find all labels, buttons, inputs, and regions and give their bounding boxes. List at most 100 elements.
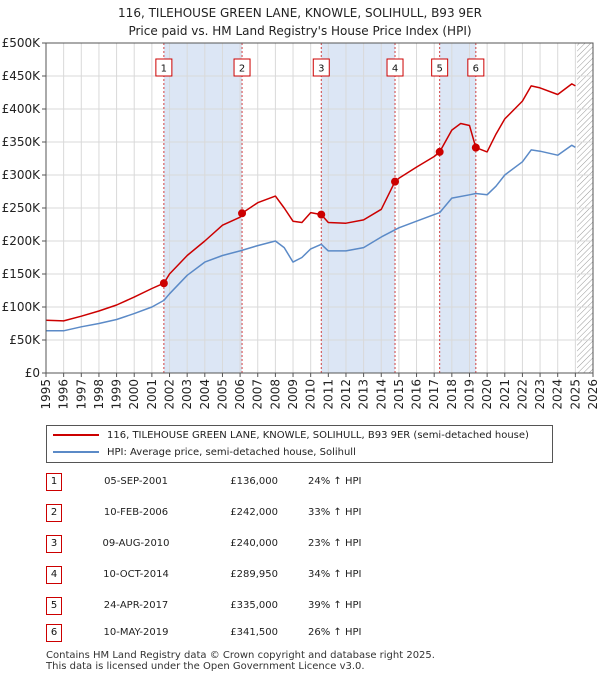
footer-copyright: Contains HM Land Registry data © Crown c… [46, 650, 435, 661]
x-tick-label: 2002 [163, 379, 177, 410]
sale-point [391, 177, 400, 186]
sale-date: 10-MAY-2019 [103, 627, 169, 638]
sale-hpi-diff: 34% ↑ HPI [308, 569, 362, 580]
sale-number-box [155, 58, 173, 77]
sale-date: 24-APR-2017 [103, 600, 169, 611]
sale-hpi-diff: 33% ↑ HPI [308, 507, 362, 518]
x-tick-label: 2008 [268, 379, 282, 410]
x-tick-label: 2017 [427, 379, 441, 410]
x-tick-label: 2012 [339, 379, 353, 410]
legend-hpi-label: HPI: Average price, semi-detached house,… [107, 447, 356, 458]
x-tick-label: 2011 [321, 379, 335, 410]
sale-number-box [467, 58, 485, 77]
hpi-line [46, 144, 576, 332]
sale-date: 09-AUG-2010 [102, 538, 170, 549]
x-tick-label: 2006 [233, 379, 247, 410]
sale-badge: 2 [46, 504, 62, 522]
sale-point [471, 143, 480, 152]
sale-price: £335,000 [230, 600, 278, 611]
sale-row-2: 2 10-FEB-2006 £242,000 33% ↑ HPI [46, 504, 446, 522]
title-line-2: Price paid vs. HM Land Registry's House … [128, 24, 472, 38]
sale-number-box [233, 58, 251, 77]
y-tick-label: £250K [2, 201, 42, 215]
x-tick-label: 2020 [480, 379, 494, 410]
price-chart: 1 2 3 4 5 6 £0 £50K £100K £150K £200K £250K £300K £3… [2, 36, 600, 410]
x-tick-label: 2024 [551, 379, 565, 410]
x-tick-label: 2023 [533, 379, 547, 410]
chart-title: 116, TILEHOUSE GREEN LANE, KNOWLE, SOLIH… [0, 4, 600, 40]
sale-number-label: 6 [473, 64, 479, 75]
sale-row-5: 5 24-APR-2017 £335,000 39% ↑ HPI [46, 597, 446, 615]
x-tick-label: 2003 [180, 379, 194, 410]
x-tick-label: 2014 [374, 379, 388, 410]
sale-badge: 3 [46, 535, 62, 553]
y-tick-label: £400K [2, 102, 42, 116]
legend-property: 116, TILEHOUSE GREEN LANE, KNOWLE, SOLIH… [53, 428, 529, 444]
sale-point [238, 209, 247, 218]
footer: Contains HM Land Registry data © Crown c… [46, 650, 435, 672]
y-tick-label: £450K [2, 69, 42, 83]
sale-row-1: 1 05-SEP-2001 £136,000 24% ↑ HPI [46, 473, 446, 491]
sale-point [317, 210, 326, 219]
y-tick-label: £50K [9, 333, 41, 347]
y-tick-label: £200K [2, 234, 42, 248]
legend-hpi: HPI: Average price, semi-detached house,… [53, 445, 356, 461]
y-tick-label: £350K [2, 135, 42, 149]
x-tick-label: 2025 [568, 379, 582, 410]
sale-price: £242,000 [230, 507, 278, 518]
legend-property-swatch [53, 434, 99, 436]
sale-price: £289,950 [230, 569, 278, 580]
x-tick-label: 2015 [392, 379, 406, 410]
sale-number-label: 4 [392, 64, 398, 75]
sale-badge: 5 [46, 597, 62, 615]
x-tick-label: 1996 [57, 379, 71, 410]
footer-licence: This data is licensed under the Open Gov… [46, 661, 365, 672]
sale-number-label: 1 [161, 64, 167, 75]
sale-price: £341,500 [230, 627, 278, 638]
sale-hpi-diff: 23% ↑ HPI [308, 538, 362, 549]
sale-hpi-diff: 39% ↑ HPI [308, 600, 362, 611]
sale-number-label: 3 [318, 64, 324, 75]
x-tick-label: 2021 [498, 379, 512, 410]
sale-row-6: 6 10-MAY-2019 £341,500 26% ↑ HPI [46, 624, 446, 642]
sale-point [159, 279, 168, 288]
x-tick-label: 2001 [145, 379, 159, 410]
x-tick-label: 2026 [586, 379, 600, 410]
x-tick-label: 1997 [74, 379, 88, 410]
x-tick-label: 2018 [445, 379, 459, 410]
legend-hpi-swatch [53, 451, 99, 453]
sale-row-4: 4 10-OCT-2014 £289,950 34% ↑ HPI [46, 566, 446, 584]
sale-hpi-diff: 26% ↑ HPI [308, 627, 362, 638]
x-tick-label: 2013 [357, 379, 371, 410]
y-tick-label: £100K [2, 300, 42, 314]
x-tick-label: 2009 [286, 379, 300, 410]
sale-row-3: 3 09-AUG-2010 £240,000 23% ↑ HPI [46, 535, 446, 553]
sale-point [435, 147, 444, 156]
x-tick-label: 2022 [515, 379, 529, 410]
x-tick-label: 2004 [198, 379, 212, 410]
x-tick-label: 2007 [251, 379, 265, 410]
x-tick-label: 1995 [39, 379, 53, 410]
sale-badge: 4 [46, 566, 62, 584]
sale-hpi-diff: 24% ↑ HPI [308, 476, 362, 487]
sale-number-label: 5 [436, 64, 442, 75]
y-tick-label: £0 [25, 366, 40, 380]
sale-date: 05-SEP-2001 [104, 476, 168, 487]
x-tick-label: 2010 [304, 379, 318, 410]
sale-number-box [386, 58, 404, 77]
sale-number-box [312, 58, 330, 77]
x-tick-label: 2019 [462, 379, 476, 410]
sale-price: £136,000 [230, 476, 278, 487]
sale-number-label: 2 [239, 64, 245, 75]
sale-date: 10-FEB-2006 [103, 507, 169, 518]
title-line-1: 116, TILEHOUSE GREEN LANE, KNOWLE, SOLIH… [118, 6, 482, 20]
y-tick-label: £300K [2, 168, 42, 182]
x-tick-label: 2016 [410, 379, 424, 410]
sale-price: £240,000 [230, 538, 278, 549]
x-tick-label: 2000 [127, 379, 141, 410]
sale-date: 10-OCT-2014 [103, 569, 169, 580]
x-tick-label: 1998 [92, 379, 106, 410]
x-tick-label: 1999 [110, 379, 124, 410]
y-tick-label: £150K [2, 267, 42, 281]
sale-badge: 1 [46, 473, 62, 491]
